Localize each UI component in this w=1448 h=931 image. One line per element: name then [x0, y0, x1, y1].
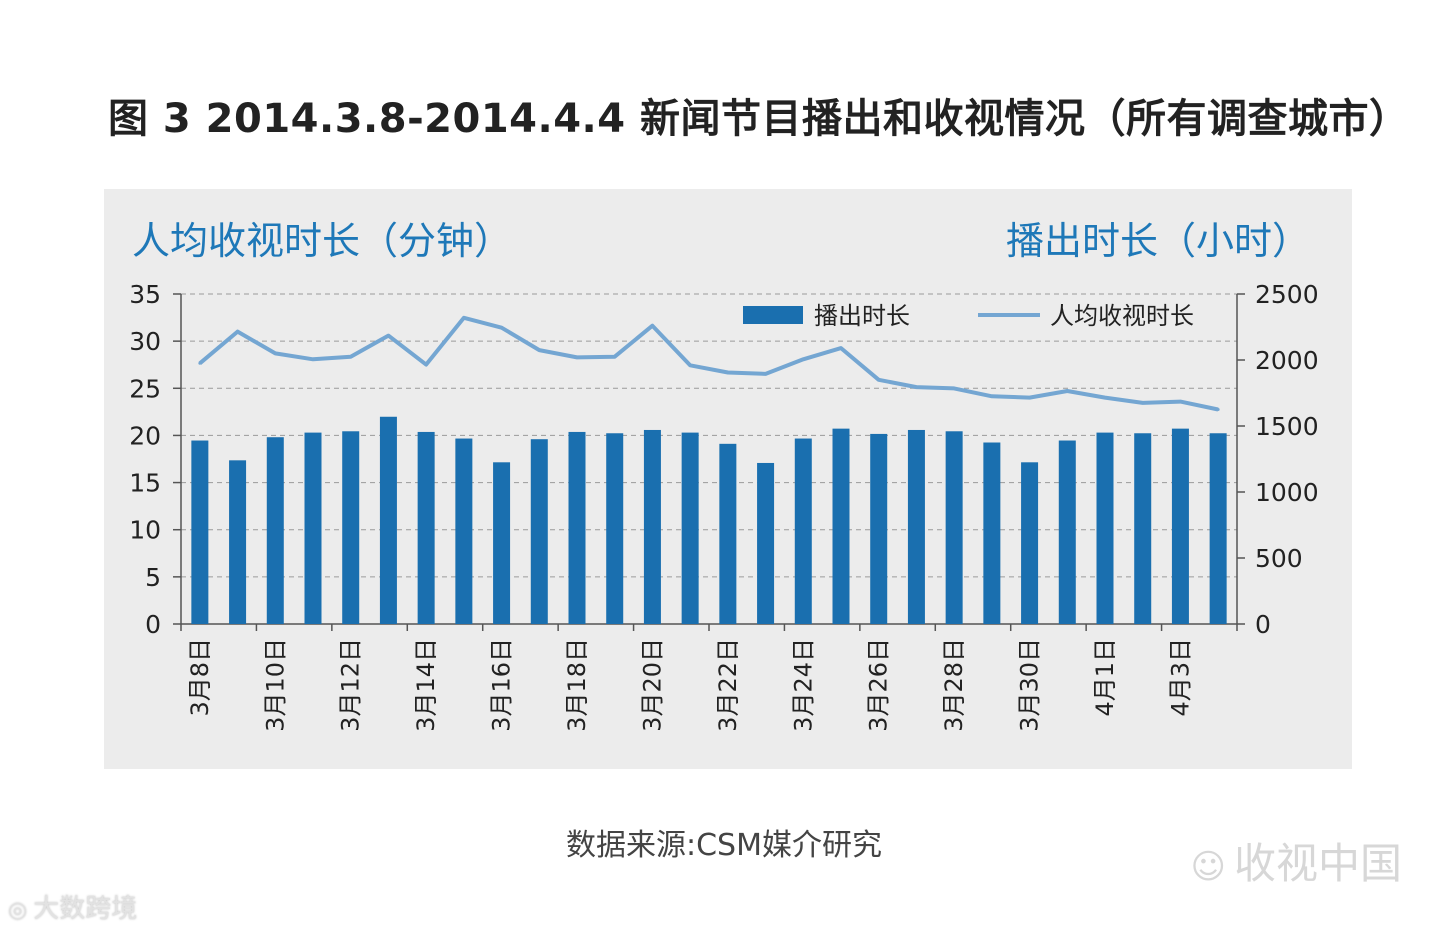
x-tick-label: 3月14日: [412, 638, 440, 732]
x-tick-label: 4月1日: [1091, 638, 1119, 717]
left-tick-label: 30: [129, 327, 161, 356]
logo-icon: ◎: [8, 898, 28, 923]
line-point: [1141, 401, 1145, 405]
line-point: [575, 355, 579, 359]
line-point: [349, 355, 353, 359]
bar: [870, 433, 888, 624]
watermark-left: ◎ 大数跨境: [8, 888, 137, 925]
line-point: [877, 378, 881, 382]
watermark-left-text: 大数跨境: [33, 894, 138, 924]
left-tick-label: 20: [129, 421, 161, 450]
legend-bar-label: 播出时长: [814, 302, 910, 330]
x-tick-label: 3月26日: [865, 638, 893, 732]
x-tick-label: 3月18日: [563, 638, 591, 732]
right-tick-label: 1500: [1255, 412, 1319, 441]
x-tick-label: 3月24日: [789, 638, 817, 732]
right-axis-title: 播出时长（小时）: [1005, 219, 1310, 263]
bar: [304, 432, 322, 624]
x-tick-label: 3月28日: [940, 638, 968, 732]
right-tick-label: 0: [1255, 610, 1271, 639]
bar: [606, 433, 624, 624]
wechat-icon: ☺: [1190, 846, 1226, 887]
x-tick-label: 3月20日: [638, 638, 666, 732]
bar: [493, 462, 511, 624]
legend-line-label: 人均收视时长: [1050, 302, 1194, 330]
bar: [757, 462, 775, 624]
x-tick-label: 3月12日: [337, 638, 365, 732]
line-point: [726, 371, 730, 375]
bar: [568, 431, 586, 624]
bar: [455, 438, 473, 624]
bar: [417, 431, 435, 624]
line-point: [952, 386, 956, 390]
bar: [1058, 440, 1076, 624]
line-point: [273, 351, 277, 355]
source-note: 数据来源:CSM媒介研究: [566, 828, 882, 863]
line-point: [650, 324, 654, 328]
bar: [794, 438, 812, 624]
line-point: [1065, 389, 1069, 393]
bar: [907, 429, 925, 624]
line-point: [198, 361, 202, 365]
x-tick-label: 3月10日: [261, 638, 289, 732]
watermark-right: ☺ 收视中国: [1191, 830, 1402, 891]
bar: [681, 432, 699, 624]
bar: [342, 431, 360, 624]
left-tick-label: 35: [129, 280, 161, 309]
bar: [229, 460, 247, 624]
bar: [1021, 462, 1039, 624]
bar: [945, 431, 963, 624]
left-axis-title: 人均收视时长（分钟）: [132, 219, 513, 263]
line-point: [613, 355, 617, 359]
x-tick-label: 3月16日: [488, 638, 516, 732]
right-tick-label: 2500: [1255, 280, 1319, 309]
line-point: [764, 372, 768, 376]
bar: [1134, 433, 1152, 624]
bar: [719, 443, 737, 624]
line-point: [236, 330, 240, 334]
x-tick-label: 3月8日: [186, 638, 214, 717]
left-tick-label: 0: [145, 610, 161, 639]
x-tick-label: 3月30日: [1016, 638, 1044, 732]
line-point: [801, 357, 805, 361]
line-point: [462, 316, 466, 320]
bar: [832, 428, 850, 624]
figure-title: 图 3 2014.3.8-2014.4.4 新闻节目播出和收视情况（所有调查城市…: [108, 96, 1410, 142]
line-point: [688, 363, 692, 367]
bar: [530, 439, 548, 624]
line-point: [424, 363, 428, 367]
line-point: [839, 346, 843, 350]
right-tick-label: 2000: [1255, 346, 1319, 375]
line-point: [1028, 396, 1032, 400]
line-point: [537, 348, 541, 352]
x-tick-label: 4月3日: [1166, 638, 1194, 717]
watermark-right-text: 收视中国: [1233, 839, 1402, 888]
right-tick-label: 1000: [1255, 478, 1319, 507]
bar: [266, 437, 284, 624]
left-tick-label: 5: [145, 563, 161, 592]
left-tick-label: 25: [129, 374, 161, 403]
line-point: [914, 385, 918, 389]
line-point: [1178, 400, 1182, 404]
line-point: [990, 394, 994, 398]
bar: [379, 416, 397, 624]
series-line: [198, 315, 1219, 412]
left-tick-label: 15: [129, 469, 161, 498]
line-point: [386, 334, 390, 338]
bar: [643, 429, 661, 624]
line-point: [311, 357, 315, 361]
line-point: [1103, 396, 1107, 400]
right-tick-label: 500: [1255, 544, 1303, 573]
bar: [1096, 432, 1114, 624]
legend-bar-swatch: [743, 306, 803, 324]
bar: [1209, 433, 1227, 624]
left-tick-label: 10: [129, 516, 161, 545]
bar: [983, 442, 1001, 624]
bar: [191, 440, 209, 624]
x-tick-label: 3月22日: [714, 638, 742, 732]
line-point: [1216, 408, 1220, 411]
line-point: [500, 326, 504, 330]
bar: [1171, 428, 1189, 624]
